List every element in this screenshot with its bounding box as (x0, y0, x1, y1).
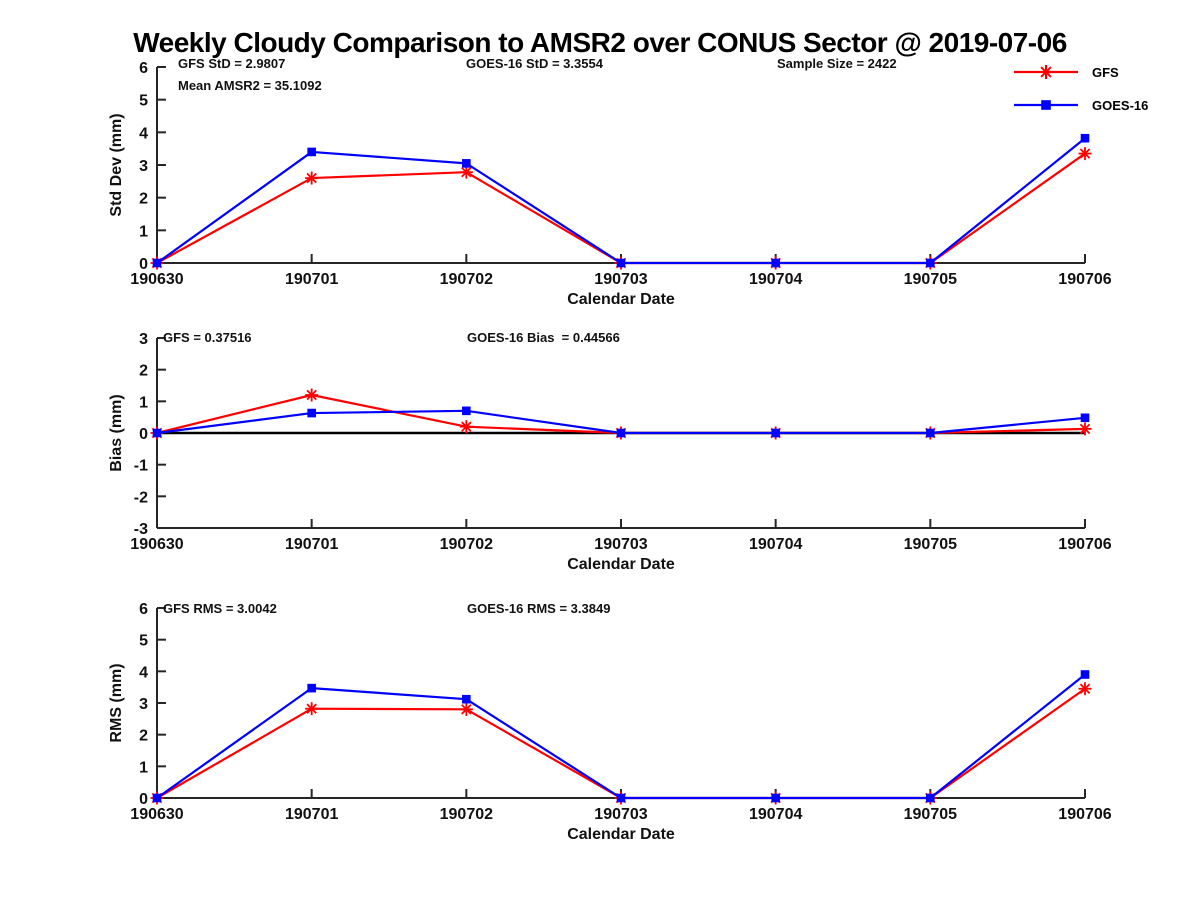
svg-text:190630: 190630 (130, 271, 183, 288)
svg-text:190703: 190703 (594, 536, 647, 553)
svg-text:-2: -2 (134, 489, 148, 506)
svg-text:3: 3 (139, 696, 148, 713)
goes16-line-square-icon (1014, 100, 1078, 110)
svg-text:190704: 190704 (749, 271, 802, 288)
svg-text:4: 4 (139, 664, 148, 681)
svg-text:190704: 190704 (749, 536, 802, 553)
svg-text:6: 6 (139, 601, 148, 618)
svg-text:Bias (mm): Bias (mm) (108, 394, 125, 471)
rms-chart: 0 1 2 3 4 5 6 190630 190701 190702 190703 190704 190… (108, 601, 1112, 843)
svg-text:190706: 190706 (1058, 806, 1111, 823)
svg-text:190706: 190706 (1058, 271, 1111, 288)
svg-text:2: 2 (139, 728, 148, 745)
svg-text:2: 2 (139, 363, 148, 380)
svg-text:190702: 190702 (440, 536, 493, 553)
svg-text:190705: 190705 (904, 806, 957, 823)
stddev-chart: 0 1 2 3 4 5 6 190630 190701 190702 190703 190704 190… (108, 60, 1112, 308)
svg-text:RMS (mm): RMS (mm) (108, 663, 125, 742)
svg-text:190702: 190702 (440, 806, 493, 823)
svg-text:0: 0 (139, 256, 148, 273)
svg-text:5: 5 (139, 93, 148, 110)
svg-text:1: 1 (139, 759, 148, 776)
svg-text:3: 3 (139, 331, 148, 348)
annotation-goes16-rms: GOES-16 RMS = 3.3849 (467, 601, 611, 616)
svg-text:190705: 190705 (904, 271, 957, 288)
svg-text:190701: 190701 (285, 806, 338, 823)
svg-text:1: 1 (139, 394, 148, 411)
svg-text:190702: 190702 (440, 271, 493, 288)
svg-text:Calendar Date: Calendar Date (567, 826, 675, 843)
svg-text:0: 0 (139, 791, 148, 808)
legend-label-gfs: GFS (1092, 64, 1119, 80)
legend-label-goes16: GOES-16 (1092, 97, 1149, 113)
svg-text:6: 6 (139, 60, 148, 77)
svg-text:0: 0 (139, 426, 148, 443)
svg-text:Calendar Date: Calendar Date (567, 556, 675, 573)
svg-text:-1: -1 (134, 458, 148, 475)
svg-text:190703: 190703 (594, 271, 647, 288)
annotation-gfs-bias: GFS = 0.37516 (163, 330, 252, 345)
svg-text:190630: 190630 (130, 536, 183, 553)
svg-text:Std Dev (mm): Std Dev (mm) (108, 113, 125, 216)
bias-chart: -3 -2 -1 0 1 2 3 190630 190701 190702 190703 190704… (108, 331, 1112, 573)
svg-text:190630: 190630 (130, 806, 183, 823)
svg-text:190705: 190705 (904, 536, 957, 553)
svg-text:190701: 190701 (285, 536, 338, 553)
annotation-gfs-rms: GFS RMS = 3.0042 (163, 601, 277, 616)
gfs-line-asterisk-icon (1014, 65, 1078, 79)
annotation-goes16-bias: GOES-16 Bias = 0.44566 (467, 330, 620, 345)
annotation-gfs-std: GFS StD = 2.9807 (178, 56, 286, 71)
annotation-mean-amsr2: Mean AMSR2 = 35.1092 (178, 78, 322, 93)
annotation-sample-size: Sample Size = 2422 (777, 56, 897, 71)
svg-text:2: 2 (139, 191, 148, 208)
svg-text:-3: -3 (134, 521, 148, 538)
svg-text:1: 1 (139, 223, 148, 240)
svg-text:190704: 190704 (749, 806, 802, 823)
svg-text:190701: 190701 (285, 271, 338, 288)
svg-text:4: 4 (139, 125, 148, 142)
annotation-goes16-std: GOES-16 StD = 3.3554 (466, 56, 603, 71)
legend: GFS GOES-16 (1012, 62, 1148, 115)
legend-item-gfs: GFS (1012, 62, 1148, 82)
svg-text:5: 5 (139, 633, 148, 650)
legend-item-goes16: GOES-16 (1012, 95, 1148, 115)
svg-text:Calendar Date: Calendar Date (567, 291, 675, 308)
svg-text:3: 3 (139, 158, 148, 175)
svg-text:190703: 190703 (594, 806, 647, 823)
svg-text:190706: 190706 (1058, 536, 1111, 553)
chart-title: Weekly Cloudy Comparison to AMSR2 over C… (133, 27, 1067, 58)
